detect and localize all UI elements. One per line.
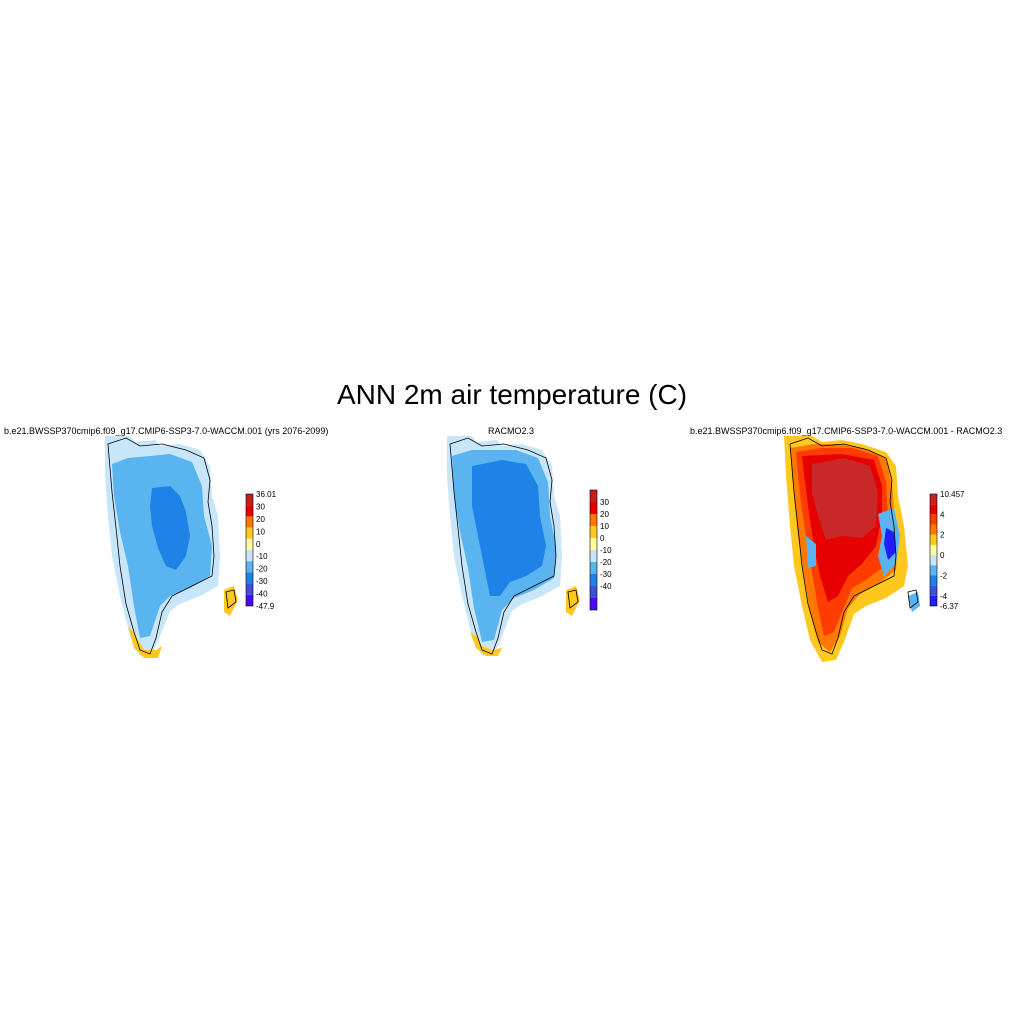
colorbar-label: 10 (256, 527, 265, 536)
colorbar-swatch (246, 527, 253, 539)
colorbar-label: 20 (256, 515, 265, 524)
map-model (105, 436, 238, 658)
field-blue-east (884, 528, 896, 560)
colorbar-swatch (590, 538, 597, 550)
coastline (107, 437, 215, 655)
colorbar-swatch (590, 502, 597, 514)
figure-title: ANN 2m air temperature (C) (336, 379, 688, 410)
colorbar-label: -10 (600, 546, 612, 555)
colorbar-label: -10 (256, 552, 268, 561)
colorbar-swatch (246, 572, 253, 584)
colorbar-label: 30 (256, 502, 265, 511)
panel-diff-title: b.e21.BWSSP370cmip6.f09_g17.CMIP6-SSP3-7… (690, 426, 1003, 436)
colorbar-label: 0 (940, 551, 945, 560)
colorbar-swatch (246, 505, 253, 517)
colorbar-label: 4 (940, 510, 945, 519)
colorbar-label: -47.9 (256, 602, 275, 611)
colorbar-label: 20 (600, 510, 609, 519)
colorbar-label: 10.457 (940, 490, 965, 499)
colorbar-model: 36.01 30 20 10 0 -10 -20 -30 -40 -47.9 (245, 490, 277, 611)
field-core (150, 486, 190, 570)
field-darkred (812, 458, 878, 540)
field-cool-west (806, 536, 816, 568)
colorbar-swatch (246, 494, 253, 506)
colorbar-label: 36.01 (256, 490, 277, 499)
colorbar-swatch (930, 494, 937, 505)
colorbar-swatch (246, 594, 253, 606)
colorbar-swatch (590, 490, 597, 502)
colorbar-swatch (590, 562, 597, 574)
colorbar-swatch (930, 565, 937, 576)
coastline-island (225, 589, 237, 609)
colorbar-swatch (930, 514, 937, 525)
panel-racmo-title: RACMO2.3 (488, 426, 535, 436)
colorbar-swatch (930, 544, 937, 556)
colorbar-racmo: 30 20 10 0 -10 -20 -30 -40 (589, 489, 612, 611)
colorbar-swatch (930, 524, 937, 535)
colorbar-swatch (246, 538, 253, 550)
colorbar-label: -2 (940, 571, 948, 580)
colorbar-swatch (930, 555, 937, 566)
colorbar-label: -6.37 (940, 602, 959, 611)
colorbar-swatch (930, 595, 937, 606)
colorbar-swatch (930, 585, 937, 596)
colorbar-label: 30 (600, 498, 609, 507)
colorbar-diff: 10.457 4 2 0 -2 -4-6.37 (929, 490, 965, 611)
map-racmo (447, 436, 580, 656)
colorbar-swatch (930, 534, 937, 545)
coastline-island (907, 589, 919, 609)
coastline-island (567, 589, 579, 609)
colorbar-outline (929, 493, 938, 607)
colorbar-label: -30 (256, 577, 268, 586)
colorbar-swatch (246, 550, 253, 562)
colorbar-label: -40 (600, 582, 612, 591)
colorbar-swatch (590, 550, 597, 562)
colorbar-outline (245, 493, 254, 607)
colorbar-outline (589, 489, 598, 611)
colorbar-label: 10 (600, 522, 609, 531)
colorbar-label: 0 (256, 540, 261, 549)
colorbar-label: -20 (256, 565, 268, 574)
field-warm-south (470, 632, 502, 656)
field-core (472, 460, 546, 596)
colorbar-label: -4 (940, 592, 948, 601)
colorbar-swatch (246, 583, 253, 595)
colorbar-label: -40 (256, 590, 268, 599)
colorbar-swatch (930, 575, 937, 586)
colorbar-swatch (590, 526, 597, 538)
coastline (789, 437, 897, 655)
colorbar-swatch (590, 574, 597, 586)
colorbar-swatch (246, 516, 253, 528)
colorbar-swatch (246, 561, 253, 573)
field-warm-south (128, 626, 162, 658)
colorbar-label: -30 (600, 570, 612, 579)
map-diff (784, 436, 920, 662)
coastline (449, 437, 557, 655)
colorbar-swatch (590, 598, 597, 610)
colorbar-swatch (930, 504, 937, 515)
colorbar-swatch (590, 586, 597, 598)
colorbar-label: -20 (600, 558, 612, 567)
colorbar-label: 2 (940, 531, 945, 540)
colorbar-label: 0 (600, 534, 605, 543)
panel-model-title: b.e21.BWSSP370cmip6.f09_g17.CMIP6-SSP3-7… (4, 426, 329, 436)
colorbar-swatch (590, 514, 597, 526)
